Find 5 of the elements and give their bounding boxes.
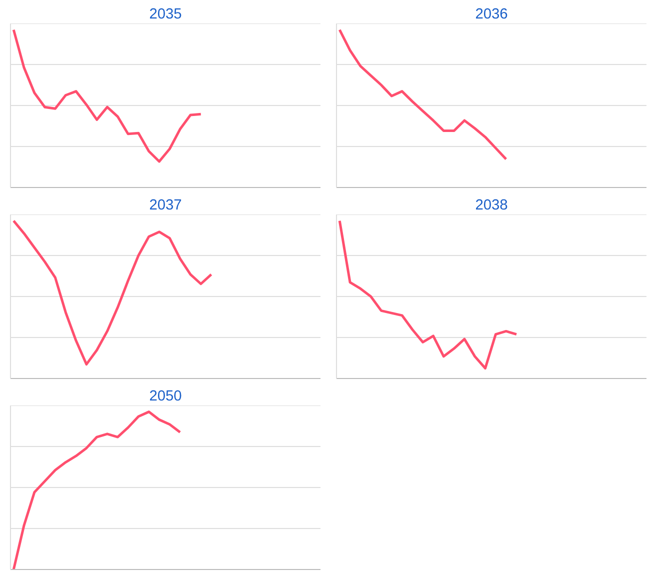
chart-title: 2036 <box>475 6 508 22</box>
chart-title: 2038 <box>475 198 508 214</box>
chart-title: 2037 <box>149 198 182 214</box>
chart-title: 2050 <box>149 388 182 404</box>
chart-title: 2035 <box>149 6 182 22</box>
